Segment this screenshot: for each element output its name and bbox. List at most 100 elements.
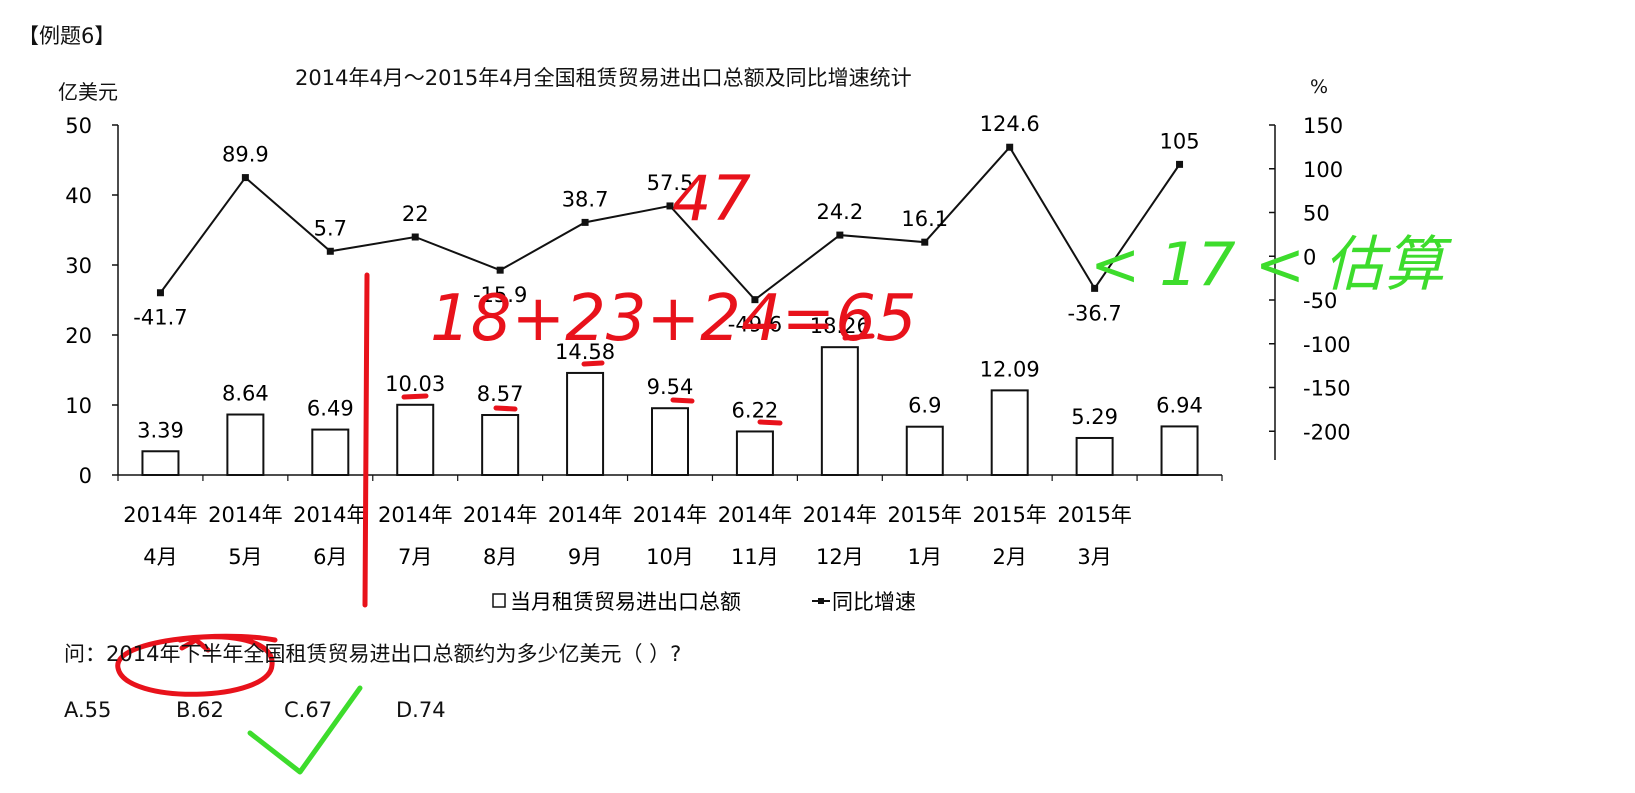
red-divider-stroke xyxy=(362,272,370,608)
bar xyxy=(1160,425,1199,477)
red-underline xyxy=(493,405,518,412)
x-tick-label-month: 5月 xyxy=(228,545,262,569)
right-tick-label: -50 xyxy=(1303,289,1337,313)
line-data-label: 89.9 xyxy=(222,143,269,167)
legend-line-label: 同比增速 xyxy=(832,590,916,614)
option-b[interactable]: B.62 xyxy=(176,698,224,722)
bar xyxy=(141,450,180,476)
x-tick-label-year: 2014年 xyxy=(718,503,792,527)
right-tick-label: -100 xyxy=(1303,333,1351,357)
right-tick-label: 100 xyxy=(1303,158,1343,182)
bar-data-label: 14.58 xyxy=(555,340,615,364)
line-point xyxy=(326,247,334,255)
x-tick-label-month: 4月 xyxy=(143,545,177,569)
legend-bar-label: 当月租赁贸易进出口总额 xyxy=(510,590,741,614)
line-point xyxy=(581,218,589,226)
line-point xyxy=(666,202,674,210)
left-axis-unit: 亿美元 xyxy=(58,80,118,104)
line-point xyxy=(411,233,419,241)
bar xyxy=(651,407,689,476)
red-circle-tick xyxy=(179,637,211,653)
bar-data-label: 12.09 xyxy=(980,357,1040,381)
line-data-label: 57.5 xyxy=(647,171,694,195)
option-d[interactable]: D.74 xyxy=(396,698,446,722)
bar xyxy=(735,430,774,476)
red-underline xyxy=(757,419,783,426)
red-underline xyxy=(670,397,695,404)
line-data-label: 24.2 xyxy=(816,200,863,224)
x-tick-label-month: 6月 xyxy=(313,545,347,569)
left-tick-label: 0 xyxy=(79,464,92,488)
x-tick-label-year: 2014年 xyxy=(378,503,452,527)
option-c[interactable]: C.67 xyxy=(284,698,333,722)
x-tick-label-month: 2月 xyxy=(993,545,1027,569)
right-tick-label: 0 xyxy=(1303,245,1316,269)
line-point xyxy=(921,238,929,246)
right-tick-label: -150 xyxy=(1303,377,1351,401)
right-tick-label: -200 xyxy=(1303,420,1351,444)
x-tick-label-year: 2015年 xyxy=(972,503,1046,527)
x-tick-label-month: 10月 xyxy=(646,545,694,569)
x-tick-label-year: 2014年 xyxy=(208,503,282,527)
x-tick-label-month: 12月 xyxy=(816,545,864,569)
bar-data-label: 5.29 xyxy=(1071,405,1118,429)
x-tick-label-month: 8月 xyxy=(483,545,517,569)
x-tick-label-year: 2014年 xyxy=(293,503,367,527)
left-tick-label: 20 xyxy=(65,324,92,348)
right-tick-label: 50 xyxy=(1303,202,1330,226)
bar-series: 3.39 8.64 6.49 10.03 8.57 14.58 9.54 6.22 18.26 6… xyxy=(137,314,1203,477)
line-point xyxy=(836,231,844,239)
legend-line-marker xyxy=(818,598,824,604)
legend: 当月租赁贸易进出口总额 同比增速 xyxy=(492,590,916,614)
bar xyxy=(226,413,265,476)
bar-data-label: 18.26 xyxy=(810,314,870,338)
bar-data-label: 6.49 xyxy=(307,397,354,421)
line-point xyxy=(496,266,504,274)
line-data-label: 5.7 xyxy=(314,216,347,240)
chart-title: 2014年4月～2015年4月全国租赁贸易进出口总额及同比增速统计 xyxy=(295,66,912,90)
bar xyxy=(1075,436,1114,476)
left-tick-label: 30 xyxy=(65,254,92,278)
bar-data-label: 6.94 xyxy=(1156,393,1203,417)
x-tick-label-month: 9月 xyxy=(568,545,602,569)
bar xyxy=(990,389,1029,476)
x-tick-label-year: 2014年 xyxy=(803,503,877,527)
red-note-text: 47 xyxy=(672,162,751,235)
bar-data-label: 3.39 xyxy=(137,418,184,442)
bar-data-label: 6.9 xyxy=(908,394,941,418)
x-tick-label-month: 11月 xyxy=(731,545,779,569)
x-tick-label-year: 2015年 xyxy=(888,503,962,527)
left-tick-label: 40 xyxy=(65,184,92,208)
red-underline xyxy=(842,333,875,341)
question-body: 2014年下半年全国租赁贸易进出口总额约为多少亿美元（ ）? xyxy=(106,642,682,666)
bar xyxy=(820,346,859,476)
red-underline xyxy=(581,360,605,367)
bar-data-label: 10.03 xyxy=(385,372,445,396)
legend-bar-swatch xyxy=(492,593,506,608)
red-circle-stroke xyxy=(115,633,278,697)
x-tick-label-year: 2014年 xyxy=(548,503,622,527)
right-axis-unit: % xyxy=(1310,76,1329,98)
bar xyxy=(311,428,350,477)
line-point xyxy=(1091,284,1099,292)
bar-data-label: 8.64 xyxy=(222,382,269,406)
line-data-label: 124.6 xyxy=(980,112,1040,136)
handwritten-annotations: 18+23+24=65 47 < 17 < 估算 xyxy=(115,162,1452,775)
x-tick-label-year: 2014年 xyxy=(633,503,707,527)
line-point xyxy=(1176,160,1184,168)
x-tick-label-year: 2015年 xyxy=(1057,503,1131,527)
line-data-label: 38.7 xyxy=(562,187,609,211)
line-point xyxy=(751,296,759,304)
line-point xyxy=(1006,143,1014,151)
option-a[interactable]: A.55 xyxy=(64,698,112,722)
x-tick-label-year: 2014年 xyxy=(123,503,197,527)
line-data-label: -49.6 xyxy=(728,313,782,337)
line-series: -41.7 89.9 5.7 22 -15.9 38.7 57.5 -49.6 24.2 16.1… xyxy=(133,112,1199,336)
bar-data-label: 6.22 xyxy=(732,398,779,422)
line-data-label: 105 xyxy=(1159,129,1199,153)
line-data-label: -36.7 xyxy=(1067,301,1121,325)
line-point xyxy=(156,289,164,297)
x-tick-label-month: 7月 xyxy=(398,545,432,569)
right-tick-label: 150 xyxy=(1303,114,1343,138)
